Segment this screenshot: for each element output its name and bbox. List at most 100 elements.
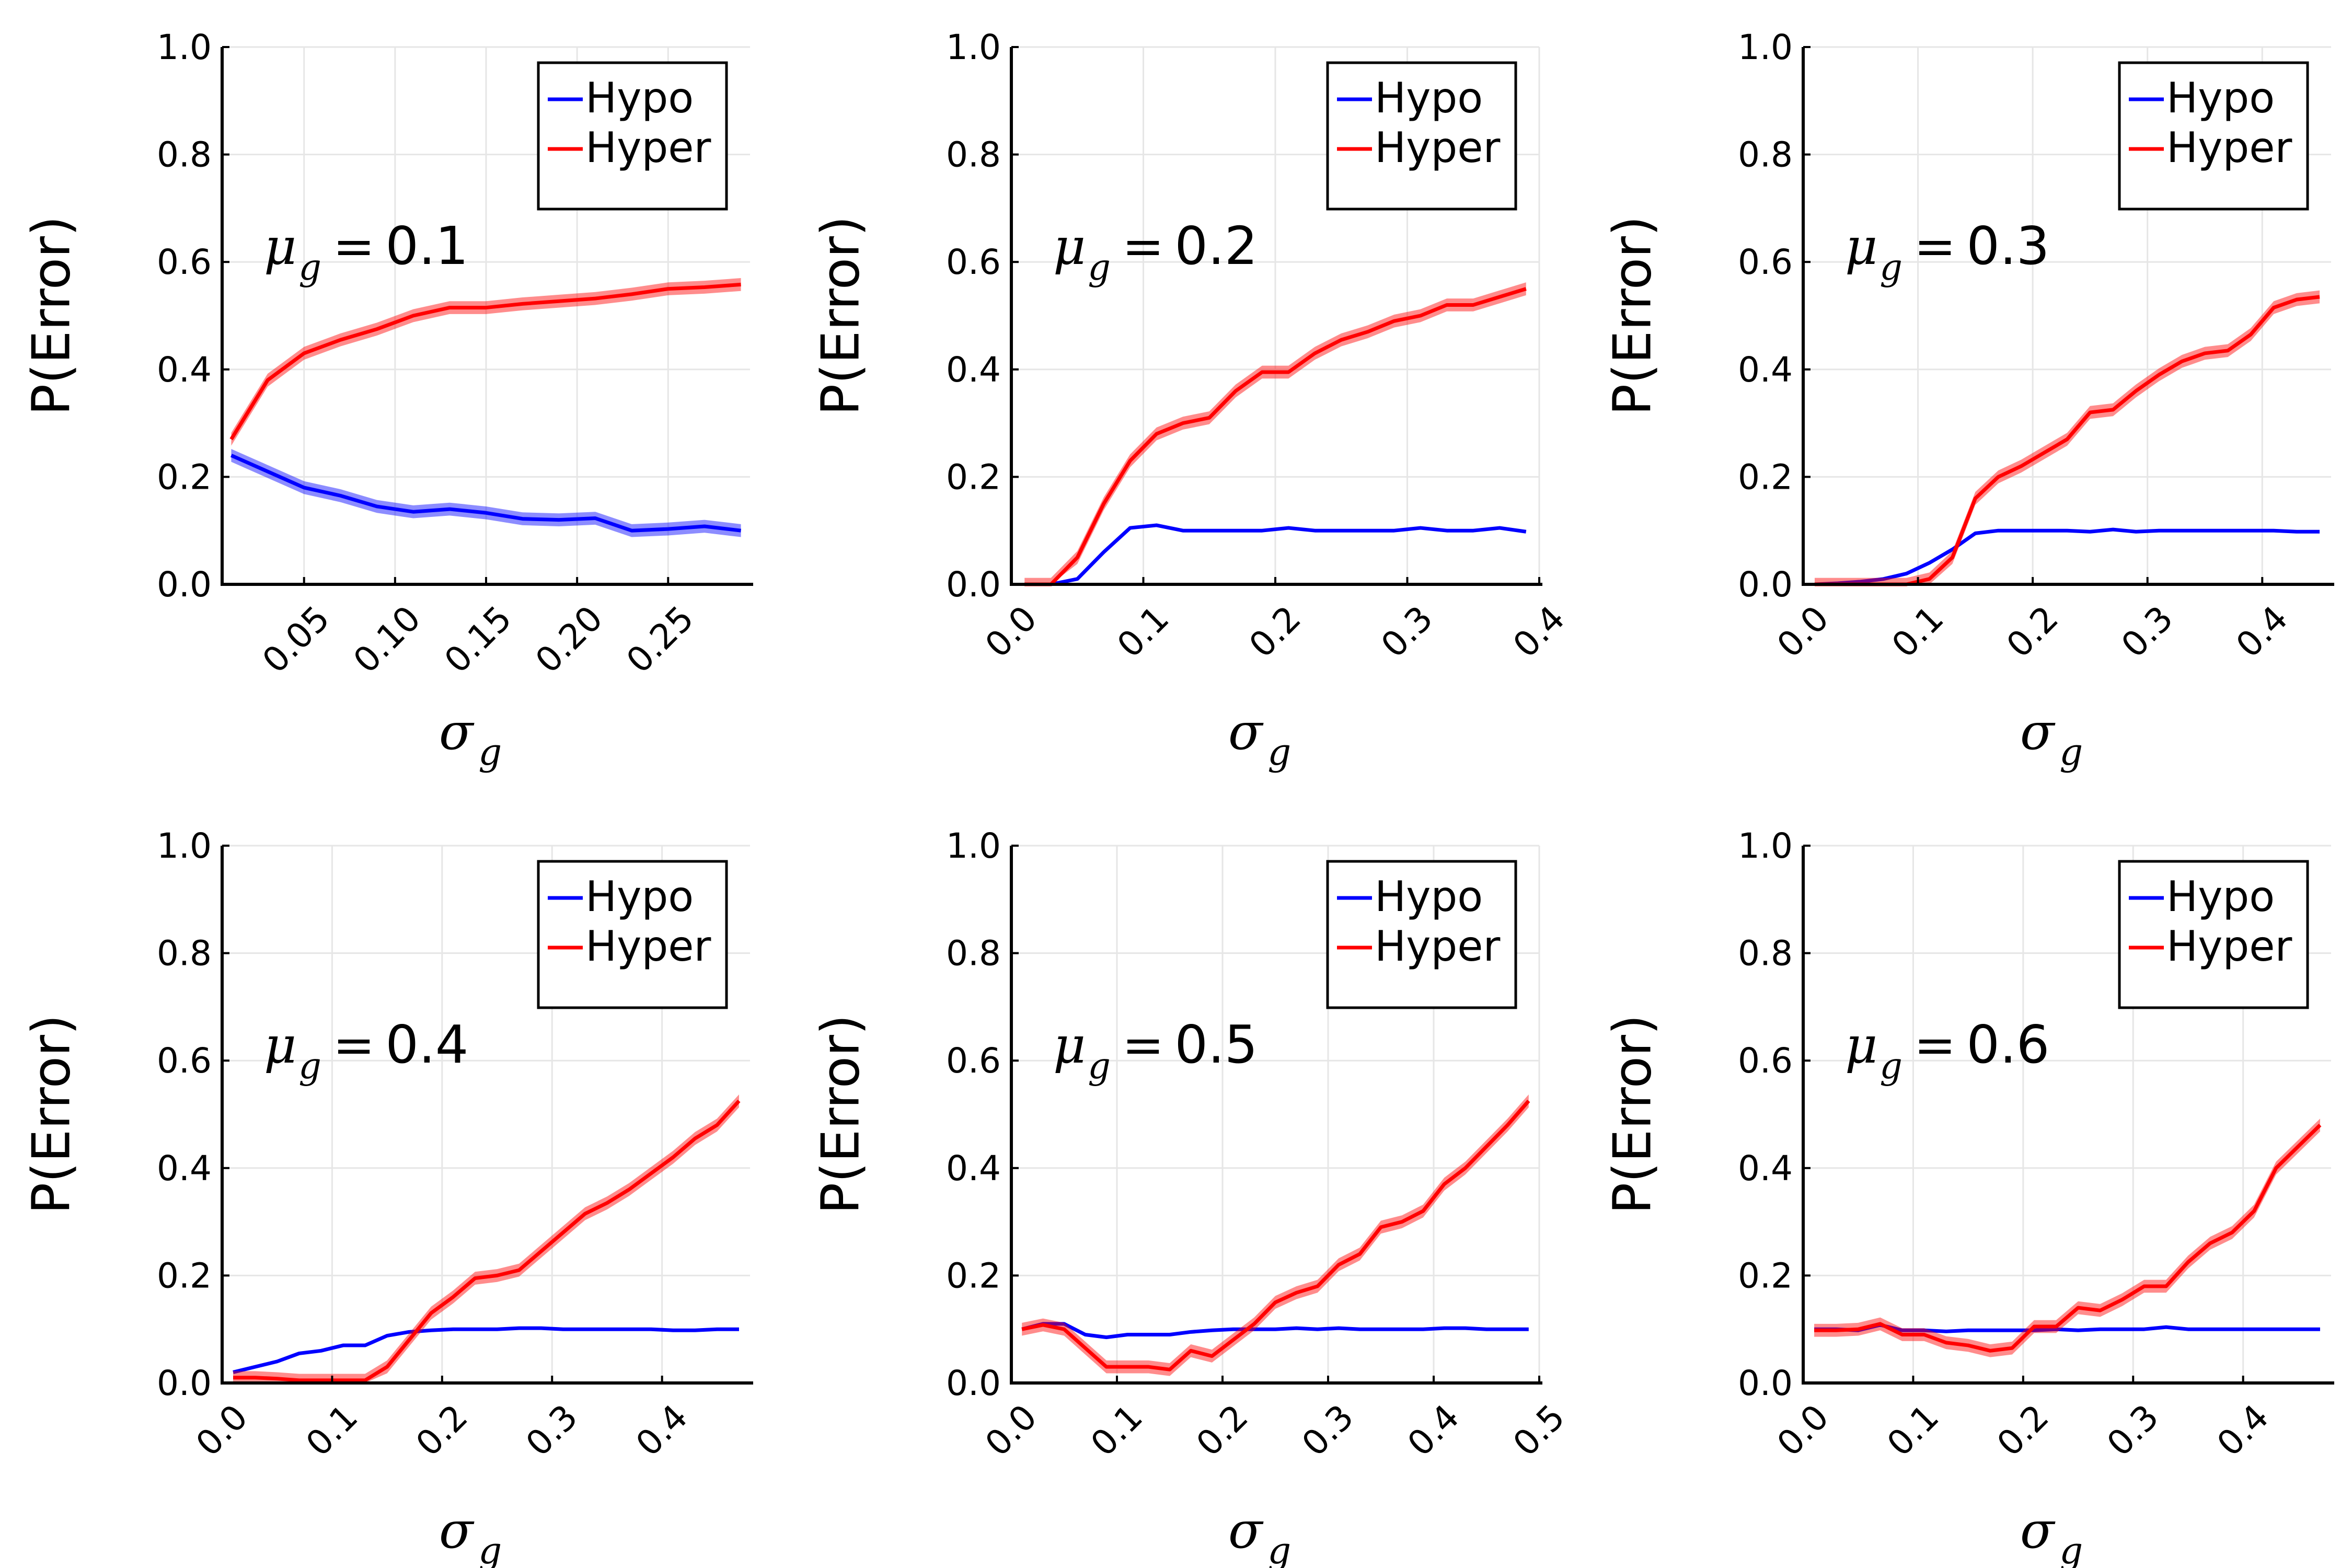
y-tick-label: 0.4 <box>1738 1148 1793 1189</box>
legend-label-hyper: Hyper <box>1375 123 1501 172</box>
y-tick-label: 1.0 <box>1738 826 1793 866</box>
y-tick-label: 0.2 <box>157 1255 212 1296</box>
x-tick-label: 0.1 <box>298 1397 366 1464</box>
y-tick-label: 0.8 <box>1738 135 1793 175</box>
mu-value: 0.3 <box>1966 215 2049 276</box>
y-axis-title: P(Error) <box>810 216 871 416</box>
x-tick-label: 0.0 <box>188 1397 256 1464</box>
x-tick-label: 0.2 <box>408 1397 476 1464</box>
series-band-hyper <box>1022 1094 1529 1376</box>
legend-label-hypo: Hypo <box>1375 872 1483 921</box>
series-line-hypo <box>1814 1323 2320 1333</box>
mu-value: 0.5 <box>1174 1014 1258 1075</box>
x-tick-label: 0.5 <box>1505 1397 1573 1464</box>
y-tick-label: 0.6 <box>157 1041 212 1081</box>
mu-value: 0.4 <box>385 1014 468 1075</box>
y-tick-label: 0.2 <box>1738 457 1793 497</box>
y-tick-label: 0.0 <box>1738 1363 1793 1403</box>
x-tick-label: 0.05 <box>255 598 337 681</box>
y-tick-label: 0.6 <box>1738 242 1793 282</box>
series-line-hyper <box>1021 1099 1530 1371</box>
y-tick-label: 0.4 <box>1738 350 1793 390</box>
legend-box <box>537 860 728 1009</box>
series-line-hypo <box>233 1326 739 1374</box>
mu-value: 0.6 <box>1966 1014 2049 1075</box>
chart-panel-2: 0.0 0.2 0.4 0.6 0.8 1.0 0.0 0.1 0.2 0.3 0.4 P(Error… <box>810 27 1572 774</box>
series-band-hyper <box>1024 282 1526 584</box>
chart-panel-3: 0.0 0.2 0.4 0.6 0.8 1.0 0.0 0.1 0.2 0.3 0.4 P(Error… <box>1601 27 2334 774</box>
y-tick-label: 0.2 <box>157 457 212 497</box>
mu-value: 0.2 <box>1174 215 1258 276</box>
series-band-hyper <box>233 1094 739 1383</box>
y-tick-label: 0.2 <box>946 457 1001 497</box>
y-tick-label: 0.6 <box>157 242 212 282</box>
x-tick-label: 0.0 <box>1769 598 1837 665</box>
series-line-hyper <box>233 1099 741 1382</box>
chart-panel-4: 0.0 0.2 0.4 0.6 0.8 1.0 0.0 0.1 0.2 0.3 0.4 P(Error… <box>20 826 753 1568</box>
series-band-hyper <box>1814 1119 2320 1357</box>
x-tick-label: 0.3 <box>518 1397 585 1464</box>
y-tick-label: 0.2 <box>946 1255 1001 1296</box>
series-line-hyper <box>1024 287 1527 586</box>
y-tick-label: 1.0 <box>1738 27 1793 67</box>
y-tick-label: 0.0 <box>946 1363 1001 1403</box>
y-tick-label: 1.0 <box>157 826 212 866</box>
x-tick-label: 0.4 <box>1505 598 1573 665</box>
series-band-hyper <box>231 278 741 446</box>
x-tick-label: 0.1 <box>1884 598 1952 665</box>
legend-label-hyper: Hyper <box>585 922 711 971</box>
y-tick-label: 0.4 <box>946 350 1001 390</box>
y-tick-label: 0.0 <box>157 564 212 605</box>
x-tick-label: 0.2 <box>1989 1397 2057 1464</box>
y-tick-label: 1.0 <box>157 27 212 67</box>
mu-annotation: μg = 0.3 <box>1845 215 2049 289</box>
x-tick-label: 0.1 <box>1880 1397 1947 1464</box>
y-tick-label: 0.8 <box>157 933 212 974</box>
y-axis-title: P(Error) <box>20 216 82 416</box>
x-tick-label: 0.3 <box>1294 1397 1362 1464</box>
x-tick-label: 0.4 <box>2209 1397 2277 1464</box>
x-tick-label: 0.0 <box>977 598 1045 665</box>
series-line-hypo <box>230 454 741 533</box>
chart-panel-6: 0.0 0.2 0.4 0.6 0.8 1.0 0.0 0.1 0.2 0.3 0.4 P(Error… <box>1601 826 2334 1568</box>
mu-annotation: μg = 0.2 <box>1053 215 1258 289</box>
x-tick-label: 0.2 <box>1999 598 2066 665</box>
x-tick-label: 0.15 <box>436 598 519 681</box>
y-tick-label: 0.4 <box>157 1148 212 1189</box>
x-tick-label: 0.4 <box>1400 1397 1467 1464</box>
legend-box <box>2118 61 2309 211</box>
legend-label-hypo: Hypo <box>2166 872 2275 921</box>
legend-label-hyper: Hyper <box>1375 922 1501 971</box>
y-tick-label: 0.8 <box>946 135 1001 175</box>
series-line-hyper <box>229 282 741 441</box>
y-axis-title: P(Error) <box>810 1014 871 1214</box>
y-tick-label: 0.6 <box>946 1041 1001 1081</box>
x-tick-label: 0.1 <box>1110 598 1177 665</box>
series-line-hypo <box>1814 527 2320 586</box>
y-axis-title: P(Error) <box>1601 216 1663 416</box>
mu-annotation: μg = 0.4 <box>264 1014 468 1087</box>
x-tick-label: 0.1 <box>1083 1397 1150 1464</box>
series-line-hyper <box>1814 1124 2322 1353</box>
legend-label-hyper: Hyper <box>2166 123 2292 172</box>
y-tick-label: 0.8 <box>946 933 1001 974</box>
legend-label-hypo: Hypo <box>2166 74 2275 122</box>
y-tick-label: 0.8 <box>1738 933 1793 974</box>
legend-label-hypo: Hypo <box>1375 74 1483 122</box>
legend-box <box>537 61 728 211</box>
legend-label-hypo: Hypo <box>585 872 694 921</box>
chart-panel-1: 0.0 0.2 0.4 0.6 0.8 1.0 0.05 0.10 0.15 0.20 0.25 P(… <box>20 27 753 774</box>
legend-label-hypo: Hypo <box>585 74 694 122</box>
y-tick-label: 1.0 <box>946 27 1001 67</box>
x-tick-label: 0.0 <box>977 1397 1045 1464</box>
x-tick-label: 0.4 <box>628 1397 696 1464</box>
